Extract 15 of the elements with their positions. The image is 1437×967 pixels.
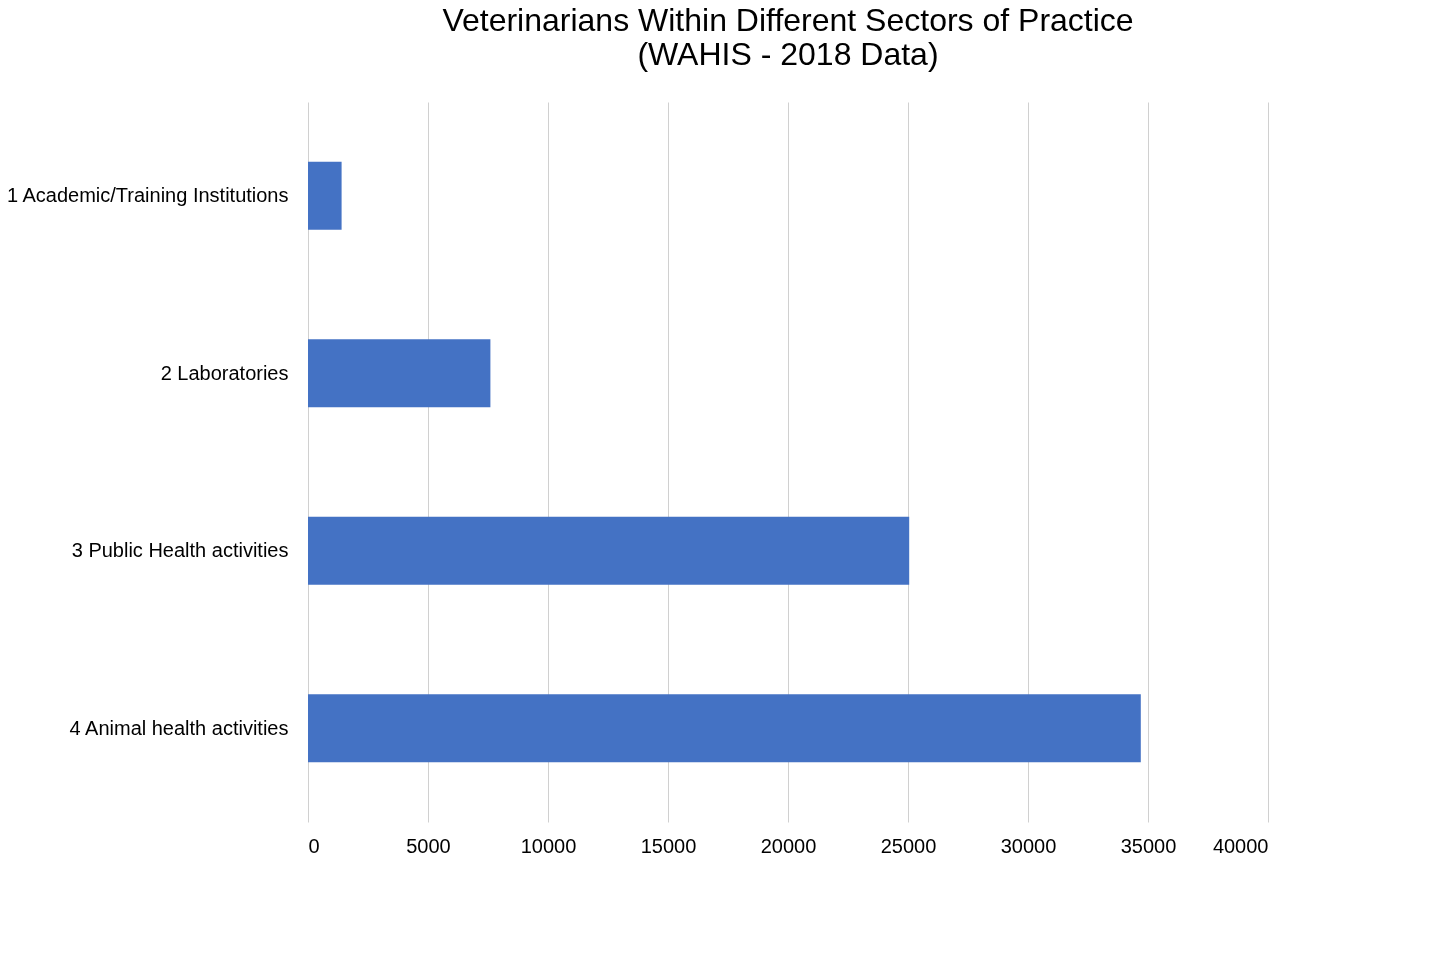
x-tick-label: 0	[308, 834, 320, 857]
x-tick-label: 5000	[406, 834, 451, 857]
x-tick-label: 10000	[520, 834, 577, 857]
x-tick-label: 30000	[1000, 834, 1057, 857]
y-tick-label: 3 Public Health activities	[71, 539, 289, 562]
text: (WAHIS - 2018 Data)	[637, 36, 939, 72]
y-tick-label: 1 Academic/Training Institutions	[6, 184, 289, 207]
x-tick-label: 40000	[1212, 834, 1269, 857]
x-tick-label: 15000	[640, 834, 697, 857]
y-tick-label: 2 Laboratories	[160, 361, 289, 384]
text: Veterinarians Within Different Sectors of Practice	[442, 2, 1134, 38]
x-tick-label: 25000	[880, 834, 937, 857]
x-tick-label: 35000	[1120, 834, 1177, 857]
x-tick-label: 20000	[760, 834, 817, 857]
y-tick-label: 4 Animal health activities	[69, 716, 289, 739]
